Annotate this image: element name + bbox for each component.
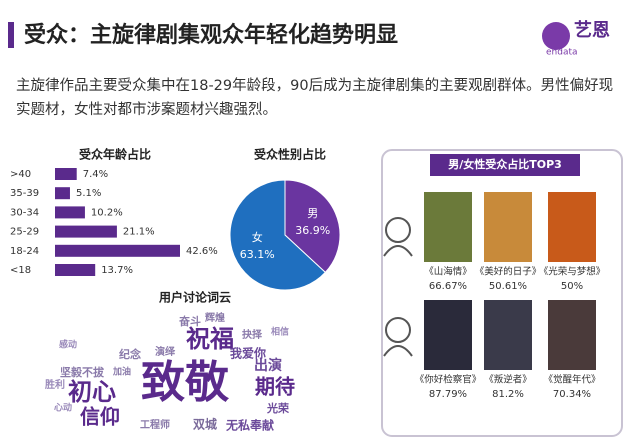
cloud-word: 光荣 [266,401,290,415]
bar [55,168,77,180]
cloud-word: 胜利 [44,378,65,391]
cloud-word: 祝福 [186,325,234,353]
cloud-word: 工程师 [140,418,170,431]
poster [484,192,532,262]
cloud-title: 用户讨论词云 [158,290,231,305]
cloud-word: 演绎 [155,345,176,358]
value-label: 42.6% [186,246,218,257]
title-bar [8,22,14,48]
show-share: 81.2% [492,389,524,400]
y-tick-label: 35-39 [10,188,39,199]
show-title: 《叛逆者》 [484,374,532,386]
cloud-word: 出演 [254,357,282,374]
top3-title: 男/女性受众占比TOP3 [448,157,562,171]
cloud-word: 我爱你 [230,346,266,361]
poster [548,300,596,370]
poster [484,300,532,370]
brand-sub: endata [546,48,578,58]
cloud-word: 无私奉献 [225,418,274,433]
pie-slice [229,179,327,291]
show-title: 《山海情》 [424,266,472,278]
show-share: 66.67% [429,281,467,292]
cloud-word: 相信 [271,326,289,338]
poster [548,192,596,262]
cloud-word: 奋斗 [178,314,201,328]
cloud-word: 双城 [193,417,217,432]
cloud-word: 纪念 [119,347,142,361]
cloud-word: 心动 [54,403,72,414]
value-label: 5.1% [76,188,101,199]
poster [424,300,472,370]
cloud-word: 抉择 [242,328,263,341]
cloud-word: 致敬 [141,357,230,408]
bar [55,225,117,238]
bar [55,244,180,257]
gender-title: 受众性别占比 [254,147,326,162]
cloud-word: 坚毅不拔 [60,365,105,379]
show-title: 《你好检察官》 [415,374,482,386]
top3-header [430,154,580,176]
poster [424,192,472,262]
cloud-word: 期待 [255,375,295,399]
y-tick-label: <18 [10,265,31,276]
female-icon [383,317,413,357]
show-share: 50% [561,281,583,292]
y-tick-label: >40 [10,169,31,180]
pie-slice [284,179,341,274]
bar [55,206,85,219]
slice-name: 男 [307,207,318,220]
show-share: 87.79% [429,389,467,400]
cloud-word: 辉煌 [205,311,225,324]
brand: 艺恩 [574,19,610,41]
show-share: 50.61% [489,281,527,292]
y-tick-label: 18-24 [10,246,39,257]
value-label: 7.4% [83,169,108,180]
male-icon [383,217,413,257]
show-share: 70.34% [553,389,591,400]
cloud-word: 信仰 [80,405,120,429]
bar [55,187,70,200]
logo-icon [542,22,570,50]
value-label: 21.1% [123,227,155,238]
value-label: 13.7% [101,265,133,276]
age-title: 受众年龄占比 [79,147,151,162]
slice-value: 36.9% [295,224,330,237]
bar [55,264,96,276]
cloud-word: 感动 [59,339,77,351]
slice-name: 女 [252,230,263,244]
value-label: 10.2% [91,207,123,218]
description: 主旋律作品主要受众集中在18-29年龄段，90后成为主旋律剧集的主要观剧群体。男… [16,78,614,118]
slice-value: 63.1% [240,248,275,261]
cloud-word: 加油 [112,366,131,378]
page-title: 受众：主旋律剧集观众年轻化趋势明显 [24,22,398,48]
y-tick-label: 30-34 [10,207,39,218]
y-tick-label: 25-29 [10,227,39,238]
show-title: 《美好的日子》 [475,266,542,278]
show-title: 《光荣与梦想》 [539,266,606,278]
show-title: 《觉醒年代》 [543,374,600,386]
cloud-word: 初心 [68,378,116,406]
